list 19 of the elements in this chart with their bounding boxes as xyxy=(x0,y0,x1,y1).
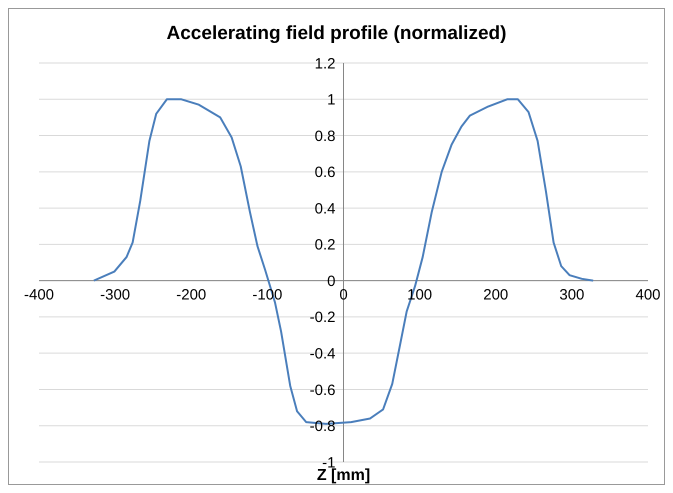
y-tick-label: 0 xyxy=(327,272,336,290)
y-tick-label: 1 xyxy=(327,92,336,109)
x-tick-label: 0 xyxy=(339,286,348,304)
y-tick-label: -0.6 xyxy=(310,382,336,399)
x-tick-label: -400 xyxy=(24,286,54,304)
x-tick-label: 400 xyxy=(635,286,661,304)
y-tick-label: -0.2 xyxy=(310,309,336,326)
x-tick-label: -300 xyxy=(100,286,130,304)
chart-title: Accelerating field profile (normalized) xyxy=(166,23,508,45)
y-tick-label: 0.2 xyxy=(314,236,336,254)
y-tick-label: 0.6 xyxy=(314,164,336,182)
y-tick-label: 0.8 xyxy=(314,128,336,145)
y-tick-label: 1.2 xyxy=(314,55,336,72)
x-tick-label: -200 xyxy=(176,286,206,304)
x-axis-title: Z [mm] xyxy=(316,467,372,485)
x-tick-label: 300 xyxy=(559,286,584,304)
x-tick-label: 200 xyxy=(483,286,508,304)
y-tick-label: -0.4 xyxy=(310,346,336,363)
y-tick-label: 0.4 xyxy=(314,200,336,218)
